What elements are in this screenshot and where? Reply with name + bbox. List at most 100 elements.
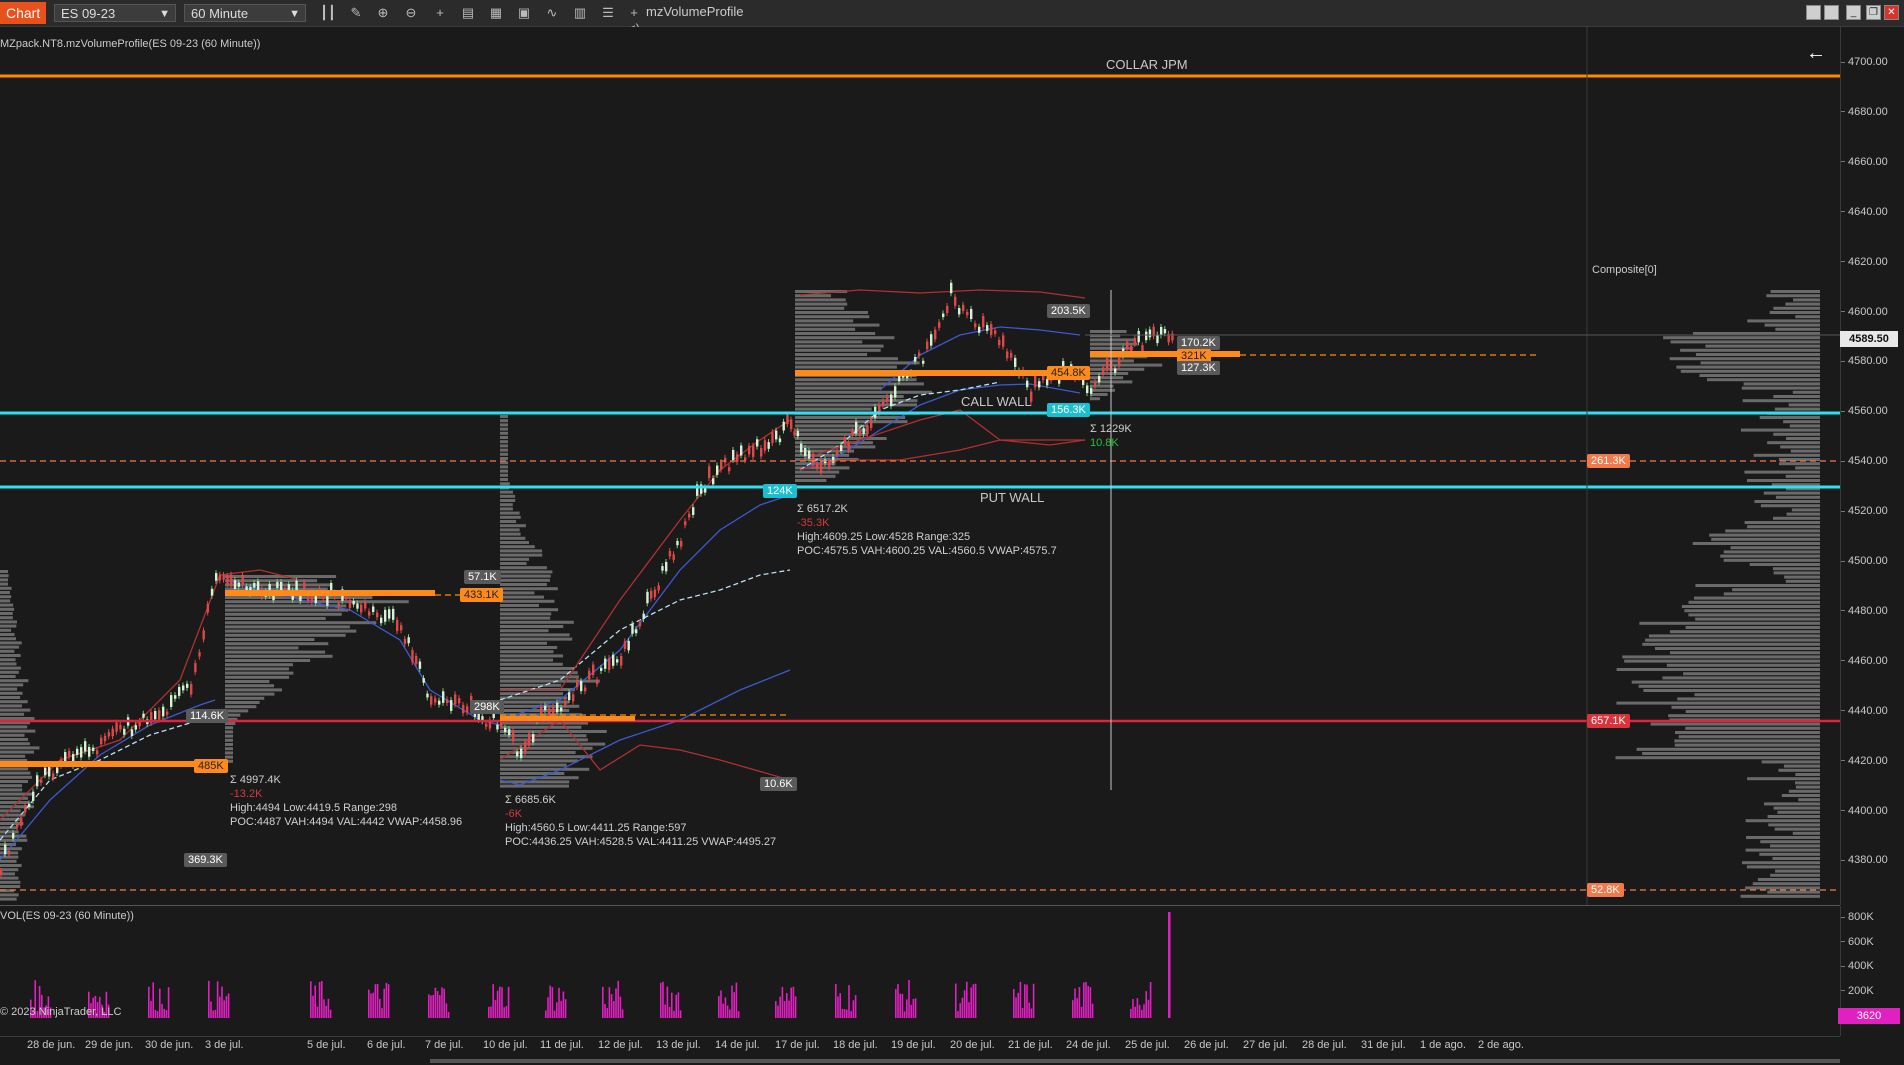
volume-bar — [441, 987, 443, 1018]
list-icon[interactable]: ☰ — [602, 5, 614, 20]
price-tick-label: 4580.00 — [1841, 355, 1888, 367]
poc-bar-1 — [0, 761, 215, 767]
price-tick-label: 4520.00 — [1841, 505, 1888, 517]
candle-body — [986, 325, 989, 331]
cascade-window-icon[interactable] — [1824, 5, 1839, 20]
candle-body — [763, 440, 767, 451]
profile-bar — [1674, 731, 1820, 734]
time-tick-label: 3 de jul. — [205, 1039, 244, 1051]
profile-bar — [795, 479, 827, 482]
volume-tick-label: 200K — [1841, 985, 1874, 997]
candle-body — [800, 443, 803, 453]
misc-toggle[interactable]: + <) — [628, 5, 640, 36]
volume-bar — [501, 987, 503, 1018]
candle-body — [544, 705, 547, 711]
profile-bar — [1773, 571, 1820, 575]
close-icon[interactable]: ✕ — [1884, 5, 1899, 20]
properties-icon[interactable]: ▤ — [461, 5, 475, 20]
candle-body — [650, 590, 653, 599]
profile-bar — [795, 357, 898, 361]
profile-bar — [225, 743, 233, 746]
profile-bar — [795, 382, 924, 386]
profile-bar — [225, 587, 328, 591]
candlesticks — [0, 279, 1174, 878]
candle-body — [426, 693, 429, 698]
candle-body — [740, 445, 743, 456]
candle-body — [1014, 357, 1017, 367]
profile-bar — [1767, 815, 1820, 818]
profile-bar — [795, 340, 863, 344]
pencil-icon[interactable]: ✎ — [350, 5, 362, 20]
candle-body — [222, 575, 225, 580]
volume-bar — [786, 992, 788, 1018]
volume-bar — [837, 996, 839, 1018]
profile-bar — [1684, 609, 1820, 613]
data-series-icon[interactable]: ▣ — [517, 5, 531, 20]
volume-bar — [1026, 984, 1028, 1018]
panel-divider[interactable] — [0, 905, 1840, 906]
volume-bar — [208, 980, 210, 1018]
composite-profile — [1615, 290, 1820, 898]
horizontal-scrollbar[interactable] — [430, 1059, 1840, 1063]
profile-bar — [225, 671, 294, 675]
candle-body — [631, 623, 634, 634]
current-price-marker: 4589.50 — [1840, 331, 1898, 347]
profile-bar — [0, 788, 23, 792]
volume-bar — [839, 993, 841, 1018]
candle-body — [450, 700, 453, 711]
restore-icon[interactable]: ❐ — [1866, 5, 1881, 20]
profile-bar — [0, 868, 19, 872]
crosshair-icon[interactable]: + — [436, 5, 444, 20]
volume-bar — [1143, 1004, 1145, 1018]
volume-bar — [445, 1003, 448, 1018]
templates-icon[interactable]: ▦ — [489, 5, 503, 20]
poc-badge: 485K — [194, 759, 228, 773]
minimize-icon[interactable]: _ — [1846, 5, 1861, 20]
volume-bar — [1130, 1008, 1132, 1018]
price-axis[interactable]: 4700.00 4680.00 4660.00 4640.00 4620.00 4600.… — [1840, 27, 1904, 905]
candle-body — [330, 582, 333, 594]
volume-bar — [490, 1006, 492, 1018]
chart-tab[interactable]: Chart — [0, 2, 47, 24]
volume-badge: 127.3K — [1177, 361, 1220, 375]
profile-bar — [500, 448, 508, 452]
volume-bar — [154, 1009, 157, 1018]
profile-bar — [795, 437, 887, 440]
profile-bar — [500, 499, 516, 502]
profile-bar — [500, 675, 580, 679]
instrument-selector[interactable]: ES 09-23 ▼ — [54, 4, 176, 22]
time-tick-label: 13 de jul. — [656, 1039, 701, 1051]
profile-bar — [1746, 865, 1820, 869]
candle-body — [716, 465, 719, 475]
candle-body — [1141, 345, 1144, 354]
arrow-left-icon[interactable]: ← — [1806, 42, 1826, 64]
zoom-out-icon[interactable]: ⊖ — [405, 5, 417, 20]
candle-body — [40, 779, 43, 783]
profile-bar — [500, 683, 562, 687]
candle-body — [20, 817, 23, 826]
interval-selector[interactable]: 60 Minute ▼ — [184, 4, 306, 22]
strategies-icon[interactable]: ▥ — [573, 5, 587, 20]
indicators-icon[interactable]: ∿ — [546, 5, 558, 20]
profile-bar — [225, 625, 350, 629]
profile-bar — [500, 431, 508, 435]
profile-bar — [225, 722, 236, 725]
bar-style-icon[interactable]: ┃┃ — [320, 5, 336, 20]
volume-bar — [329, 1009, 332, 1018]
profile-bar — [0, 666, 21, 670]
profile-bar — [500, 784, 570, 788]
candle-body — [477, 708, 480, 720]
zoom-in-icon[interactable]: ⊕ — [377, 5, 389, 20]
profile-bar — [0, 889, 15, 893]
profile-bar — [0, 628, 12, 632]
volume-bar — [957, 1011, 959, 1018]
profile-bar — [1770, 290, 1820, 293]
candle-body — [44, 767, 47, 776]
price-chart-panel[interactable] — [0, 27, 1840, 905]
time-tick-label: 30 de jun. — [145, 1039, 194, 1051]
tile-window-icon[interactable] — [1806, 5, 1821, 20]
price-tick-label: 4700.00 — [1841, 56, 1888, 68]
profile-bar — [1788, 403, 1820, 407]
profile-bar — [1783, 420, 1820, 424]
profile-bar — [795, 416, 906, 419]
